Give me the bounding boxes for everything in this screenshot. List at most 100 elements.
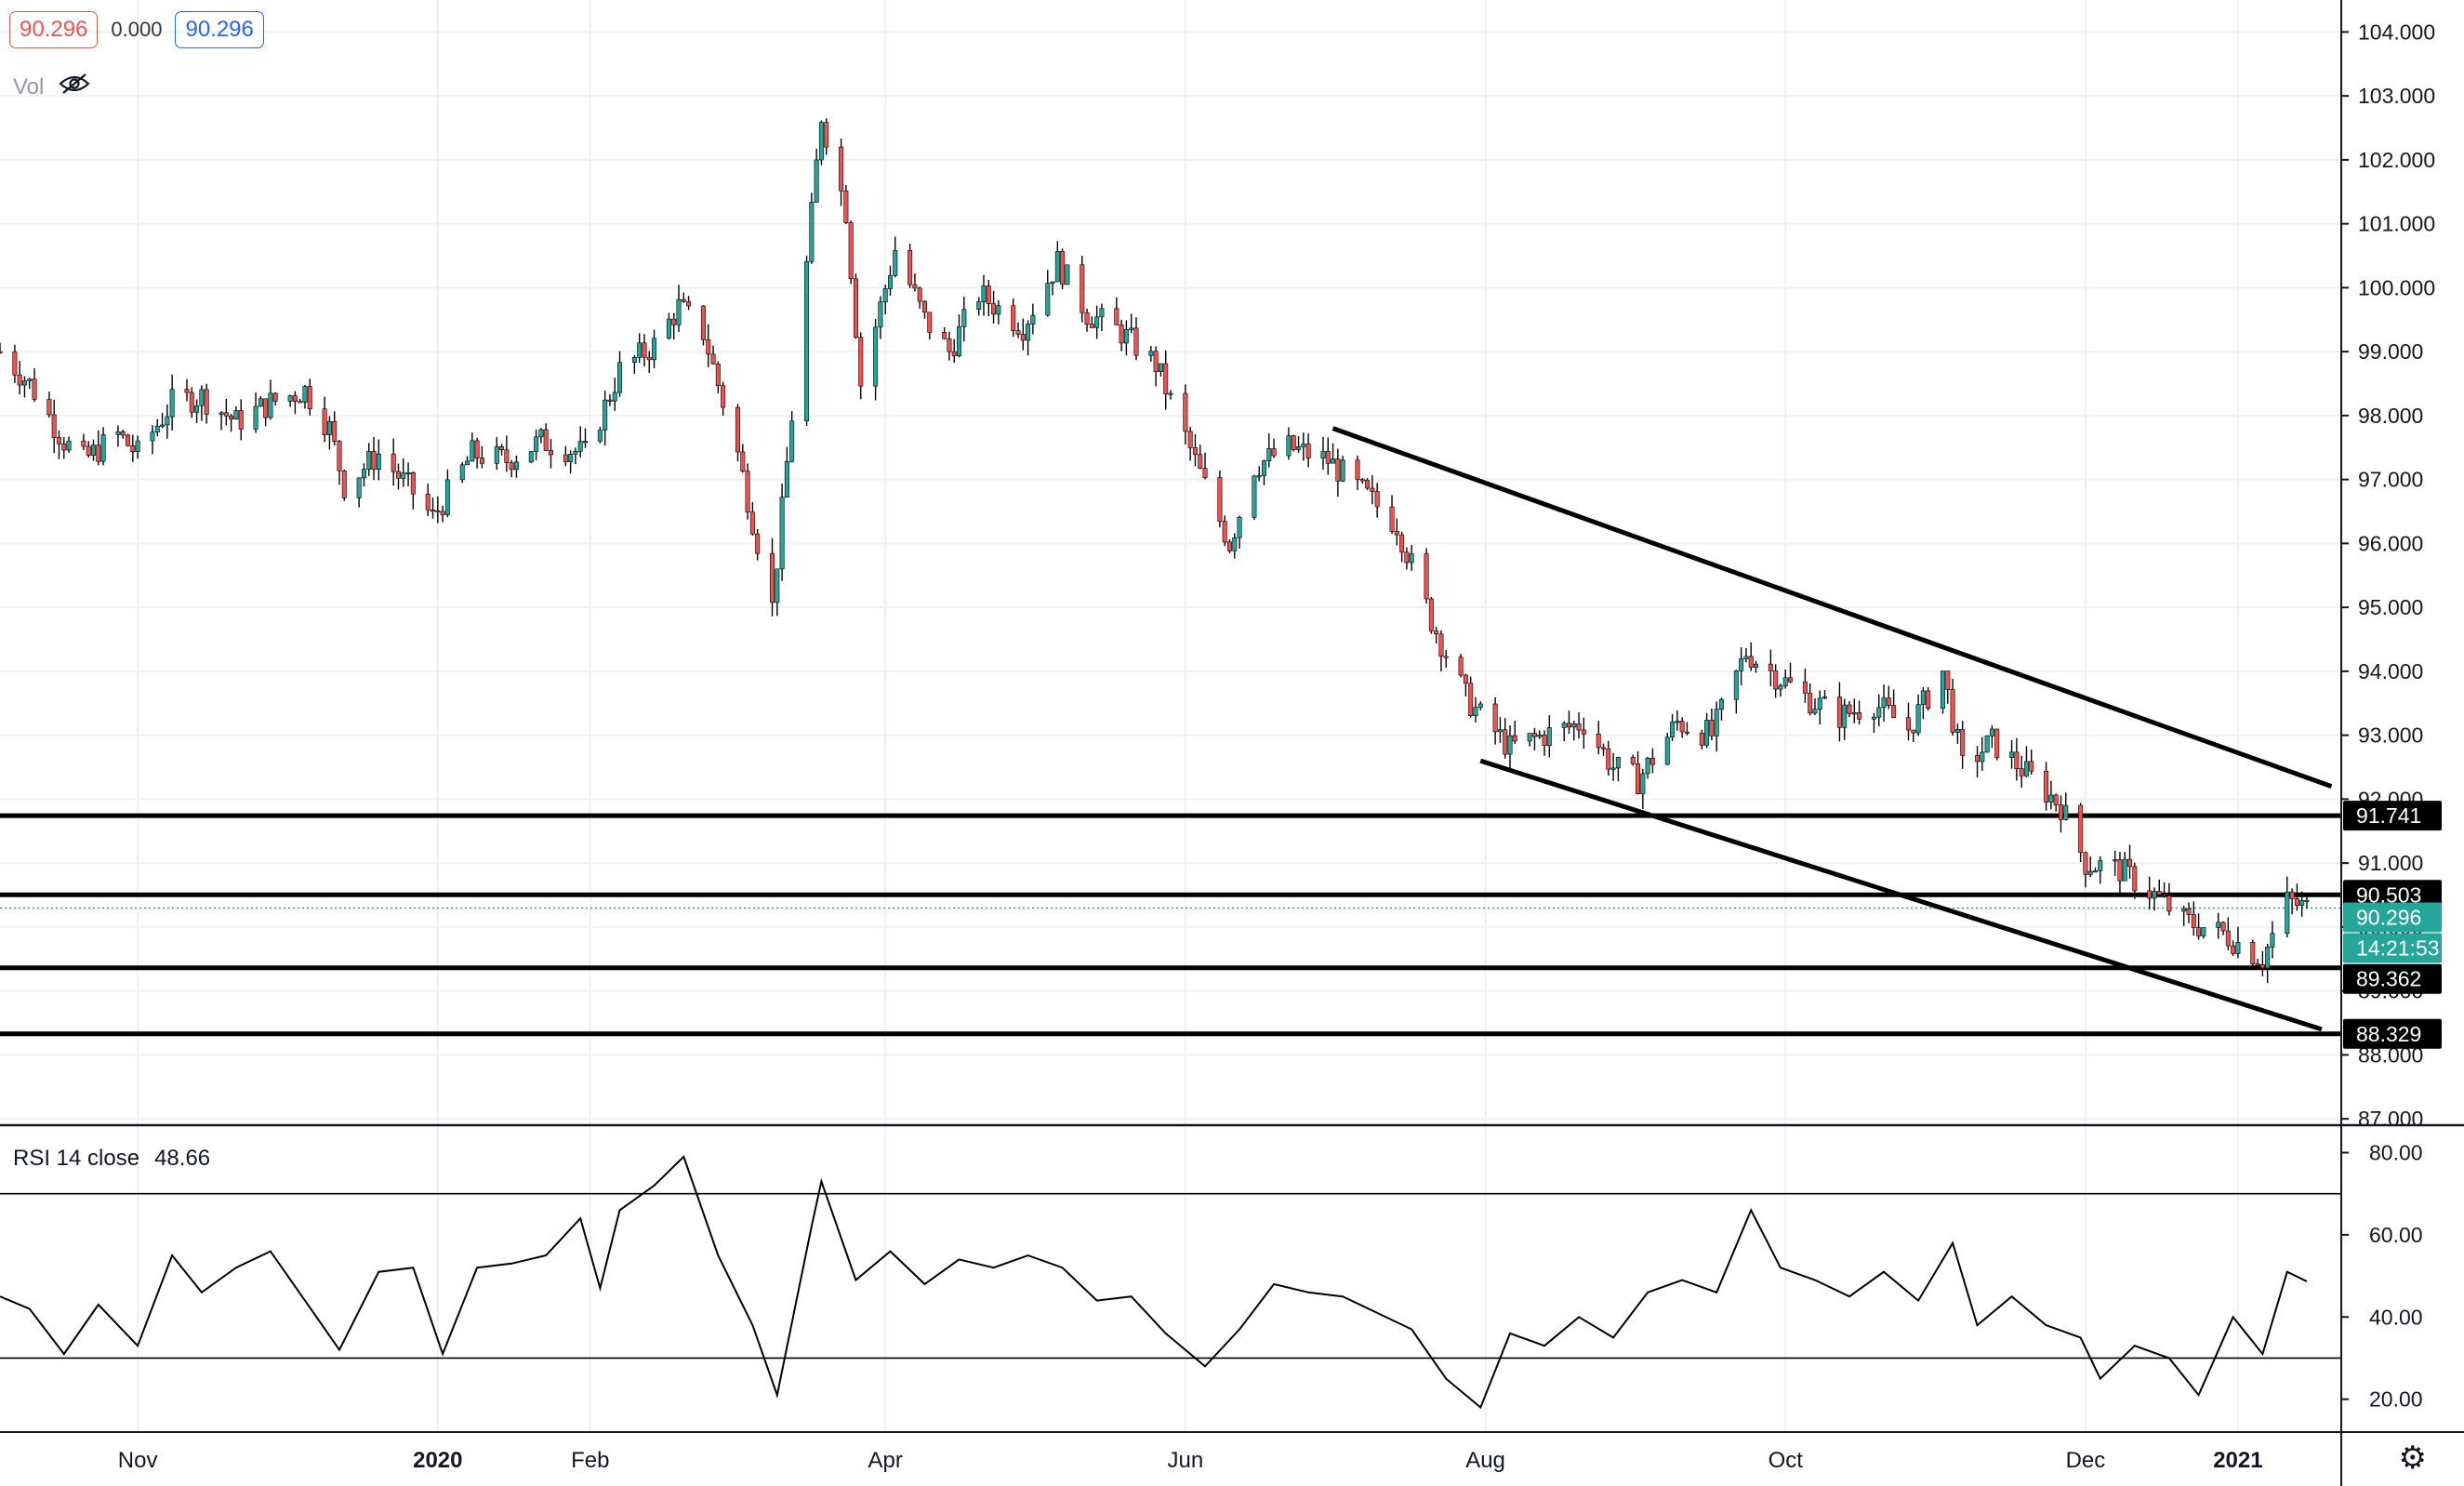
- candle-body: [912, 284, 918, 289]
- candle-body: [100, 434, 106, 462]
- candle-body: [1492, 703, 1498, 733]
- candle-body: [238, 410, 244, 430]
- candle-body: [573, 451, 578, 455]
- candle-body: [1881, 697, 1887, 709]
- candle-body: [391, 453, 396, 472]
- candle-body: [947, 338, 952, 352]
- candle-body: [1675, 721, 1680, 723]
- candle-body: [337, 441, 342, 471]
- candle-body: [405, 472, 411, 475]
- candle-body: [1394, 531, 1399, 536]
- candle-body: [1630, 757, 1636, 764]
- candle-body: [853, 278, 858, 338]
- candle-body: [907, 250, 913, 285]
- x-tick-label: Nov: [118, 1448, 158, 1473]
- candle-body: [882, 288, 888, 302]
- candle-body: [603, 399, 608, 431]
- candle-body: [287, 395, 293, 402]
- candle-body: [268, 392, 273, 418]
- y-tick-label: 87.000: [2358, 1107, 2423, 1131]
- candle-body: [1291, 435, 1296, 450]
- y-tick-label: 93.000: [2358, 723, 2423, 748]
- candle-body: [1836, 697, 1842, 728]
- candle-body: [2299, 900, 2305, 907]
- candle-body: [332, 420, 338, 442]
- candle-body: [2098, 860, 2103, 871]
- candle-body: [1256, 475, 1262, 478]
- candle-body: [1542, 735, 1547, 747]
- candle-body: [395, 471, 401, 479]
- candle-body: [1714, 709, 1719, 736]
- candle-body: [1020, 334, 1026, 341]
- candle-body: [1851, 712, 1857, 715]
- candle-body: [681, 299, 686, 302]
- candle-body: [1183, 392, 1188, 432]
- candle-body: [223, 412, 229, 417]
- candle-body: [32, 378, 37, 400]
- rsi-series: [0, 1155, 2341, 1410]
- candle-body: [1011, 305, 1016, 331]
- candle-body: [1163, 363, 1169, 395]
- rsi-value: 48.66: [154, 1146, 211, 1171]
- candle-body: [189, 391, 194, 413]
- x-tick-label: Feb: [571, 1448, 609, 1473]
- candle-body: [1340, 459, 1345, 482]
- candle-body: [96, 444, 101, 462]
- candle-body: [528, 451, 534, 463]
- candle-body: [1325, 451, 1331, 464]
- candle-body: [2304, 899, 2310, 902]
- candle-body: [548, 450, 553, 456]
- candle-body: [873, 326, 879, 387]
- candle-body: [2231, 945, 2236, 954]
- candle-body: [1301, 444, 1306, 447]
- candle-body: [577, 441, 583, 452]
- candle-body: [534, 436, 539, 452]
- eye-hidden-icon[interactable]: [59, 73, 90, 101]
- candle-body: [818, 122, 824, 161]
- candle-body: [2014, 751, 2020, 769]
- candle-body: [1232, 537, 1238, 551]
- y-tick-label: 101.000: [2358, 212, 2435, 236]
- candle-body: [986, 285, 991, 304]
- candle-body: [1876, 707, 1882, 718]
- candle-body: [1119, 325, 1124, 344]
- candle-body: [1822, 697, 1828, 699]
- candle-body: [0, 351, 3, 353]
- candle-body: [2117, 859, 2123, 882]
- candle-body: [1060, 251, 1066, 285]
- candle-body: [2289, 891, 2295, 899]
- candle-body: [1094, 316, 1100, 328]
- candle-body: [1428, 598, 1434, 631]
- x-tick-label: 2020: [413, 1448, 462, 1473]
- candle-body: [1941, 670, 1946, 709]
- candle-body: [789, 420, 795, 462]
- candle-body: [538, 429, 544, 438]
- candle-body: [745, 471, 750, 513]
- candle-body: [1153, 351, 1159, 372]
- candle-body: [1581, 729, 1586, 735]
- candle-body: [2201, 927, 2206, 936]
- candle-body: [1768, 663, 1773, 671]
- price-tag-box: [2343, 902, 2442, 933]
- candle-body: [878, 301, 883, 328]
- candle-body: [258, 398, 263, 407]
- candle-body: [1615, 757, 1621, 769]
- candle-body: [1050, 281, 1055, 285]
- candle-body: [2181, 909, 2187, 912]
- candle-body: [2132, 866, 2138, 892]
- gear-icon[interactable]: ⚙: [2398, 1440, 2427, 1476]
- candle-body: [1389, 506, 1395, 532]
- candle-body: [1497, 729, 1503, 733]
- candle-body: [843, 190, 849, 223]
- y-tick-label: 102.000: [2358, 148, 2435, 172]
- x-tick-label: Apr: [868, 1448, 903, 1473]
- candle-body: [2147, 890, 2153, 899]
- candle-body: [2196, 927, 2202, 936]
- x-tick-label: 2021: [2213, 1448, 2262, 1473]
- candle-body: [425, 493, 431, 511]
- volume-legend[interactable]: Vol: [13, 73, 90, 101]
- candle-body: [582, 441, 588, 444]
- candle-body: [135, 440, 140, 452]
